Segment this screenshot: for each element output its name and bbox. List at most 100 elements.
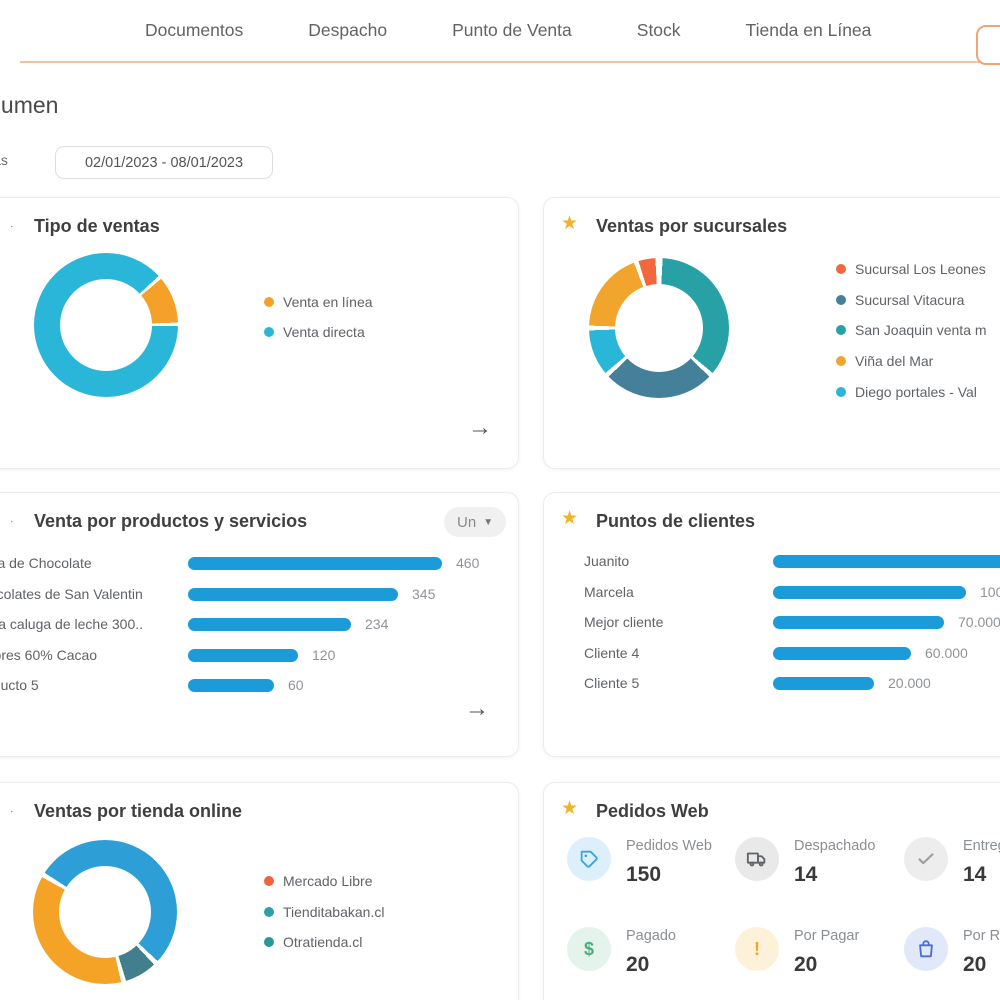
bar-row-juanito: Juanito120.000 <box>544 553 1000 569</box>
date-filter-label: Fechas <box>0 152 8 168</box>
bar-category-label: Producto 5 <box>0 677 39 693</box>
card-detail-arrow[interactable]: → <box>468 414 492 441</box>
bar-row-marcela: Marcela 100.000 <box>544 584 1000 600</box>
bar <box>188 648 298 662</box>
card-title: Pedidos Web <box>596 801 709 821</box>
card-puntos-de-clientes: ★ Puntos de clientes Juanito120.000 Marcela… <box>543 492 1000 757</box>
bar-row-chocolates-de-san-valentin: Chocolates de San Valentin 345 <box>0 586 518 602</box>
unit-selector-value: Un <box>457 513 477 531</box>
legend-item-sucursal-vitacura: Sucursal Vitacura <box>836 292 964 308</box>
stat-value: 14 <box>794 863 818 886</box>
tag-icon <box>567 837 611 881</box>
bar <box>188 587 398 601</box>
bar-value: 20.000 <box>888 675 931 691</box>
chevron-down-icon: ▼ <box>483 516 494 528</box>
bar-value: 70.000 <box>958 614 1000 630</box>
bar-row-bolsa-caluga-de-leche-300: Bolsa caluga de leche 300.. 234 <box>0 616 518 632</box>
exclamation-icon: ! <box>735 927 779 971</box>
favorite-star-icon[interactable]: ★ <box>11 804 18 822</box>
nav-tab-despacho[interactable]: Despacho <box>308 20 388 40</box>
legend-label: Sucursal Vitacura <box>855 291 965 308</box>
stat-label: Pedidos Web <box>626 838 712 854</box>
legend-item-mercado-libre: Mercado Libre <box>264 873 373 889</box>
stat-label: Por Pagar <box>794 928 860 944</box>
legend-label: Mercado Libre <box>283 873 373 889</box>
card-title: Ventas por tienda online <box>34 801 243 821</box>
date-range-input[interactable]: 02/01/2023 - 08/01/2023 <box>55 146 273 179</box>
nav-tabs: Documentos Despacho Punto de Venta Stock Tie… <box>145 0 871 61</box>
dollar-icon: $ <box>567 927 611 971</box>
bar <box>188 557 442 570</box>
card-tipo-de-ventas: ★ Tipo de ventas Venta en línea Venta direc… <box>0 197 519 469</box>
legend-dot-icon <box>836 325 846 336</box>
card-detail-arrow[interactable]: → <box>465 695 489 722</box>
bag-icon <box>904 927 948 971</box>
legend-dot-icon <box>264 327 274 337</box>
card-pedidos-web: ★ Pedidos Web Pedidos Web 150 Despachado 14 En… <box>543 782 1000 1000</box>
legend-label: Otratienda.cl <box>283 934 363 950</box>
favorite-star-icon[interactable]: ★ <box>11 219 18 237</box>
bar <box>773 555 1000 568</box>
bar <box>773 677 874 690</box>
date-range-value: 02/01/2023 - 08/01/2023 <box>84 154 244 171</box>
stat-label: Entregado <box>963 838 1000 854</box>
bar <box>188 618 351 631</box>
card-title: Puntos de clientes <box>596 511 756 531</box>
bar-category-label: Juanito <box>584 553 630 569</box>
legend-label: San Joaquin venta m <box>855 322 987 339</box>
legend-dot-icon <box>264 937 274 947</box>
favorite-star-icon[interactable]: ★ <box>11 514 18 532</box>
donut-chart-tienda-online <box>33 840 177 984</box>
bar-value: 120 <box>312 646 336 663</box>
bar-category-label: Mejor cliente <box>584 614 664 630</box>
card-title: Ventas por sucursales <box>596 216 788 236</box>
bar-value: 60.000 <box>925 644 968 661</box>
bar-category-label: Bolsa caluga de leche 300.. <box>0 616 144 632</box>
bar-value: 100.000 <box>980 583 1000 600</box>
bar-category-label: Chocolates de San Valentin <box>0 585 143 602</box>
card-ventas-por-sucursales: ★ Ventas por sucursales Sucursal Los Leone… <box>543 197 1000 469</box>
nav-tab-punto-de-venta[interactable]: Punto de Venta <box>452 20 572 40</box>
stat-label: Pagado <box>626 928 676 944</box>
bar-category-label: Mejores 60% Cacao <box>0 646 98 663</box>
legend-label: Viña del Mar <box>855 353 934 370</box>
active-tab-indicator[interactable] <box>976 25 1000 65</box>
legend-label: Venta directa <box>283 324 365 340</box>
legend-item-vi-a-del-mar: Viña del Mar <box>836 353 933 369</box>
bar-row-cliente-5: Cliente 5 20.000 <box>544 675 1000 691</box>
stat-label: Despachado <box>794 838 876 854</box>
favorite-star-icon[interactable]: ★ <box>561 508 579 529</box>
bar-value: 60 <box>288 677 304 693</box>
card-venta-por-productos: ★ Venta por productos y servicios Un ▼ Barra… <box>0 492 519 757</box>
nav-tab-documentos[interactable]: Documentos <box>145 20 244 40</box>
check-icon <box>904 837 948 881</box>
stat-value: 150 <box>626 863 662 886</box>
legend-item-tienditabakan-cl: Tienditabakan.cl <box>264 904 384 920</box>
nav-tab-stock[interactable]: Stock <box>636 20 681 40</box>
card-title: Tipo de ventas <box>34 216 160 236</box>
bar-category-label: Cliente 4 <box>584 644 640 661</box>
stat-value: 14 <box>963 863 987 886</box>
bar <box>188 679 274 692</box>
legend-dot-icon <box>264 876 274 886</box>
card-title: Venta por productos y servicios <box>34 511 308 531</box>
bar-category-label: Cliente 5 <box>584 675 640 691</box>
unit-selector-dropdown[interactable]: Un ▼ <box>444 507 507 537</box>
legend-item-diego-portales-val: Diego portales - Val <box>836 384 977 400</box>
stat-label: Por Retirar <box>963 928 1000 944</box>
top-nav: Documentos Despacho Punto de Venta Stock Tie… <box>20 0 1000 65</box>
legend-dot-icon <box>836 356 846 367</box>
legend-label: Sucursal Los Leones <box>855 261 986 277</box>
nav-tab-tienda-en-l-nea[interactable]: Tienda en Línea <box>745 20 872 40</box>
favorite-star-icon[interactable]: ★ <box>561 213 579 234</box>
legend-item-venta-directa: Venta directa <box>264 324 365 340</box>
bar-row-mejores-60-cacao: Mejores 60% Cacao 120 <box>0 647 518 663</box>
legend-dot-icon <box>264 906 274 917</box>
legend-item-sucursal-los-leones: Sucursal Los Leones <box>836 261 986 277</box>
legend-item-san-joaquin-venta-m: San Joaquin venta m <box>836 322 987 338</box>
favorite-star-icon[interactable]: ★ <box>561 798 579 819</box>
truck-icon <box>735 837 779 881</box>
card-ventas-tienda-online: ★ Ventas por tienda online Mercado Libre Ti… <box>0 782 519 1000</box>
